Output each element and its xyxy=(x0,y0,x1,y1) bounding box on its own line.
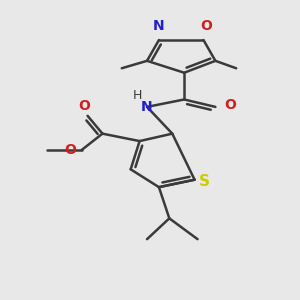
Text: O: O xyxy=(64,143,76,157)
Text: H: H xyxy=(133,89,142,102)
Text: O: O xyxy=(200,19,212,33)
Text: O: O xyxy=(224,98,236,112)
Text: S: S xyxy=(199,174,210,189)
Text: N: N xyxy=(141,100,153,114)
Text: N: N xyxy=(153,19,165,33)
Text: O: O xyxy=(79,99,91,113)
